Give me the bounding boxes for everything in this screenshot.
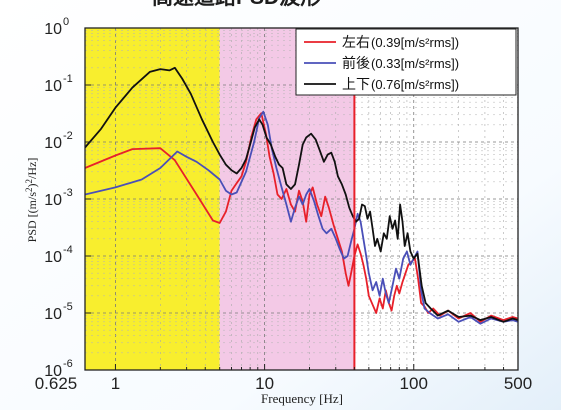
y-tick-label-exponent: -3 xyxy=(63,187,73,199)
legend-label-2: 前後 xyxy=(342,55,370,71)
y-tick-label: 10 xyxy=(44,135,62,152)
y-tick-label-exponent: -6 xyxy=(63,358,73,370)
y-tick-label: 10 xyxy=(44,363,62,380)
y-tick-label-exponent: -1 xyxy=(63,73,73,85)
x-tick-label: 100 xyxy=(400,374,428,393)
y-axis-label: PSD [(m/s2)2/Hz] xyxy=(24,158,39,243)
y-tick-label-exponent: 0 xyxy=(63,16,69,28)
legend-label-1: 左右 xyxy=(342,34,370,50)
y-tick-label: 10 xyxy=(44,192,62,209)
legend: 左右 (0.39[m/s²rms])前後 (0.33[m/s²rms])上下 (0.7… xyxy=(295,28,517,96)
y-tick-label: 10 xyxy=(44,78,62,95)
legend-value-2: (0.33[m/s²rms]) xyxy=(371,56,459,71)
series-line-3 xyxy=(85,66,518,323)
y-tick-label-exponent: -5 xyxy=(63,301,73,313)
y-tick-label: 10 xyxy=(44,21,62,38)
y-tick-label: 10 xyxy=(44,249,62,266)
y-tick-label-exponent: -4 xyxy=(63,244,73,256)
chart-title: 高速道路PSD波形 xyxy=(152,0,321,9)
y-tick-label-exponent: -2 xyxy=(63,130,73,142)
x-tick-label: 1 xyxy=(111,374,120,393)
x-tick-label: 10 xyxy=(255,374,274,393)
x-tick-label: 500 xyxy=(504,374,532,393)
y-tick-label: 10 xyxy=(44,306,62,323)
x-tick-label: 0.625 xyxy=(35,374,78,393)
legend-value-1: (0.39[m/s²rms]) xyxy=(371,35,459,50)
legend-value-3: (0.76[m/s²rms]) xyxy=(371,77,459,92)
x-axis-label: Frequency [Hz] xyxy=(261,391,343,406)
legend-label-3: 上下 xyxy=(342,76,370,92)
